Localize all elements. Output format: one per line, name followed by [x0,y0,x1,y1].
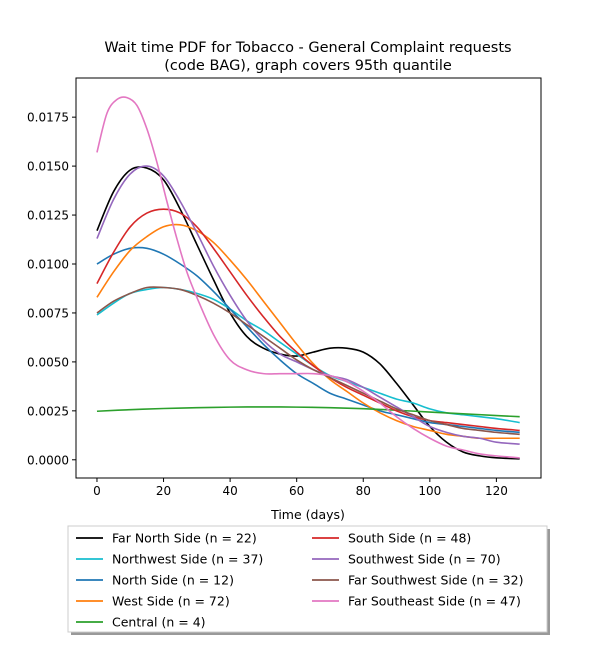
series-line-0 [96,166,520,460]
y-tick-label: 0.0000 [27,453,69,467]
plot-frame [75,77,542,479]
axes-layer: 0 20 40 60 80 100 120 0.0000 0.0025 0.0050 0.0075 0… [27,77,542,498]
x-axis-label: Time (days) [270,507,345,522]
legend-label-8: Far Southeast Side (n = 47) [348,594,521,609]
series-line-5 [96,208,520,432]
x-tick-label: 20 [156,484,171,498]
y-tick-label: 0.0175 [27,111,69,125]
legend-label-5: South Side (n = 48) [348,531,471,546]
y-tick-label: 0.0100 [27,258,69,272]
legend: Far North Side (n = 22) Northwest Side (n… [67,525,550,635]
series-line-3 [96,223,520,440]
y-tick-label: 0.0150 [27,160,69,174]
series-line-8 [96,96,520,459]
y-tick-label: 0.0075 [27,306,69,320]
y-tick-label: 0.0125 [27,209,69,223]
legend-label-6: Southwest Side (n = 70) [348,552,501,567]
y-tick-label: 0.0050 [27,355,69,369]
series-line-6 [96,165,520,445]
x-tick-label: 80 [356,484,371,498]
legend-label-4: Central (n = 4) [112,615,206,630]
y-tick-label: 0.0025 [27,404,69,418]
legend-label-0: Far North Side (n = 22) [112,531,257,546]
legend-label-2: North Side (n = 12) [112,573,234,588]
legend-label-1: Northwest Side (n = 37) [112,552,263,567]
legend-box [67,525,548,633]
series-line-4 [96,406,520,418]
x-tick-label: 60 [289,484,304,498]
x-tick-label: 0 [93,484,101,498]
x-tick-label: 40 [222,484,237,498]
series-line-2 [96,246,520,434]
legend-label-7: Far Southwest Side (n = 32) [348,573,523,588]
chart-title-line2: (code BAG), graph covers 95th quantile [164,58,452,74]
series-line-7 [96,286,520,436]
chart-title-line1: Wait time PDF for Tobacco - General Comp… [104,40,511,56]
x-tick-label: 120 [485,484,508,498]
series-layer [96,96,520,460]
legend-label-3: West Side (n = 72) [112,594,230,609]
series-line-1 [96,286,520,424]
x-tick-label: 100 [418,484,441,498]
